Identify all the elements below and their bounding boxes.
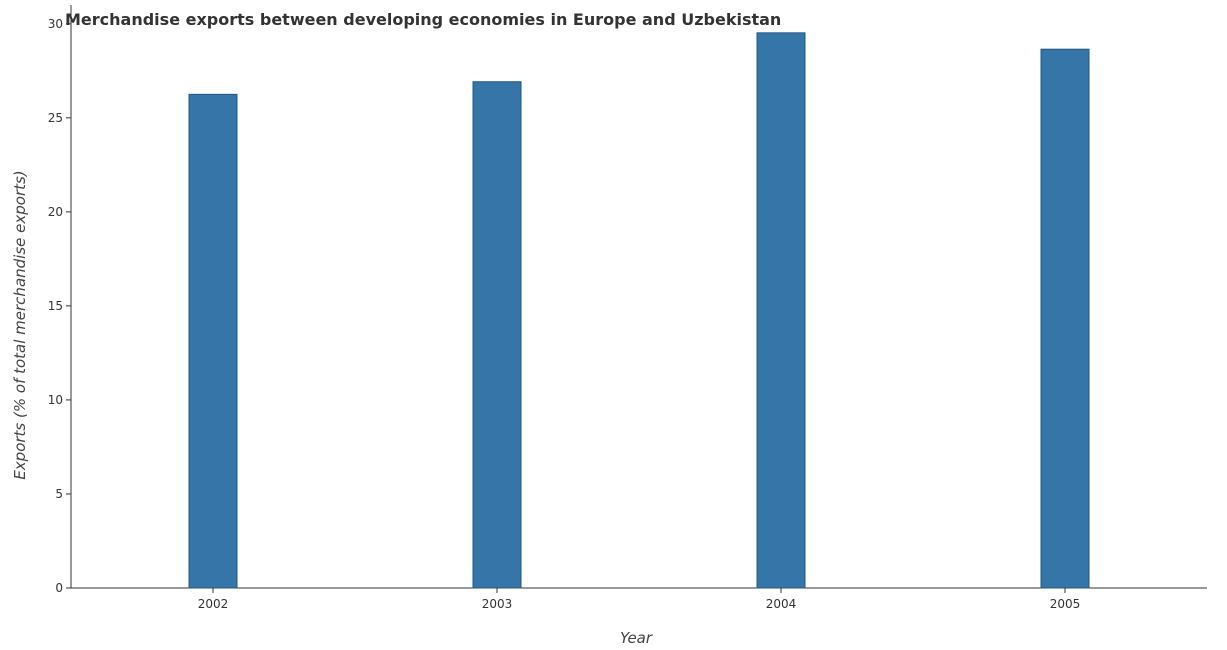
bar-2002 (188, 93, 238, 589)
y-axis-label: Exports (% of total merchandise exports) (11, 170, 29, 479)
y-tick-label: 10 (48, 393, 63, 407)
y-tick-label: 0 (55, 581, 63, 595)
bar-2005 (1040, 48, 1090, 589)
x-axis-label: Year (620, 629, 653, 647)
chart-title: Merchandise exports between developing e… (65, 10, 781, 29)
x-tick-label: 2003 (482, 597, 513, 611)
bar-2004 (756, 32, 806, 589)
x-tick-label: 2002 (198, 597, 229, 611)
y-tick-label: 30 (48, 17, 63, 31)
plot-area: 0 5 10 15 20 25 30 2002 2003 2004 2005 (48, 5, 1207, 611)
y-tick-label: 20 (48, 205, 63, 219)
y-tick-label: 25 (48, 111, 63, 125)
y-tick-label: 15 (48, 299, 63, 313)
y-tick-label: 5 (55, 487, 63, 501)
x-tick-label: 2005 (1050, 597, 1081, 611)
bar-2003 (472, 81, 522, 589)
x-tick-label: 2004 (766, 597, 797, 611)
